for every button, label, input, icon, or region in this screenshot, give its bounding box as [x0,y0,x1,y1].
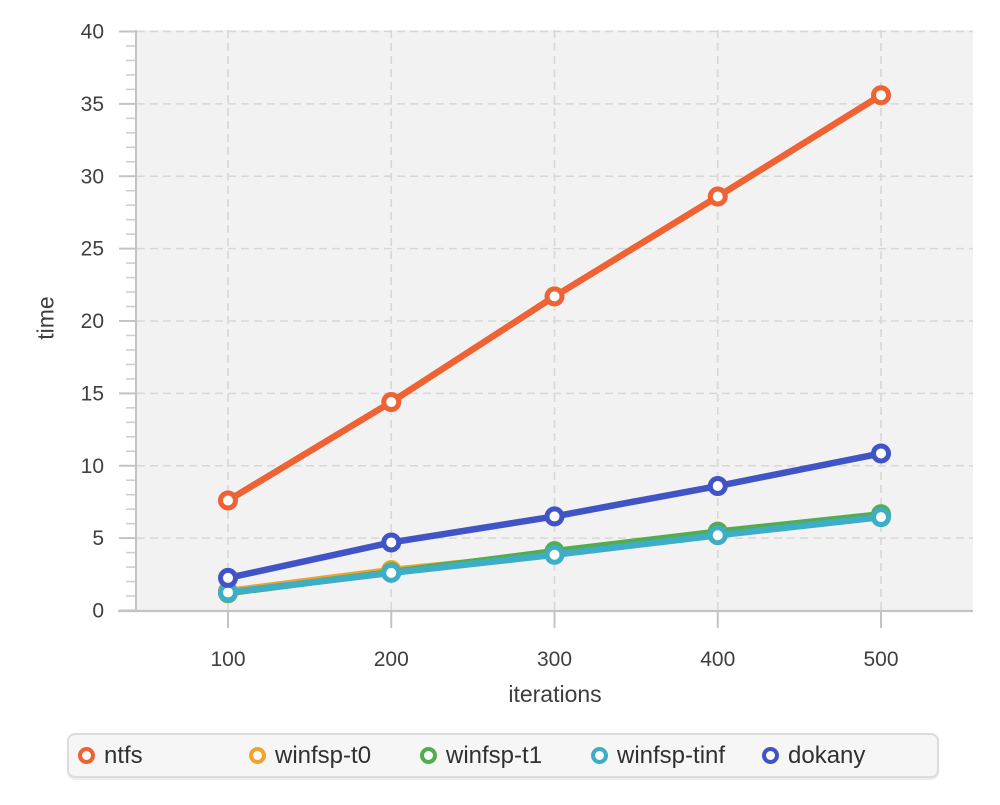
svg-text:40: 40 [81,21,104,44]
legend-label-dokany: dokany [788,741,866,769]
legend-label-ntfs: ntfs [104,741,143,769]
legend-item-ntfs[interactable]: ntfs [78,741,249,769]
legend: ntfs winfsp-t0 winfsp-t1 winfsp-tinf dok… [67,733,939,778]
svg-text:0: 0 [92,600,104,623]
svg-text:10: 10 [81,455,104,478]
svg-text:500: 500 [863,648,898,671]
legend-item-winfsp-t1[interactable]: winfsp-t1 [420,741,591,769]
svg-text:15: 15 [81,382,104,405]
y-axis-title: time [32,296,59,340]
svg-text:35: 35 [81,93,104,116]
svg-text:300: 300 [537,648,572,671]
winfsp-t0-marker-icon [249,747,266,764]
legend-label-winfsp-t1: winfsp-t1 [446,741,543,769]
svg-text:30: 30 [81,165,104,188]
legend-item-dokany[interactable]: dokany [762,741,866,769]
legend-label-winfsp-t0: winfsp-t0 [275,741,372,769]
svg-text:100: 100 [210,648,245,671]
winfsp-t1-marker-icon [420,747,437,764]
svg-text:20: 20 [81,310,104,333]
ntfs-marker-icon [78,747,95,764]
svg-text:200: 200 [374,648,409,671]
svg-text:25: 25 [81,238,104,261]
legend-item-winfsp-t0[interactable]: winfsp-t0 [249,741,420,769]
svg-text:5: 5 [92,527,104,550]
legend-item-winfsp-tinf[interactable]: winfsp-tinf [591,741,762,769]
dokany-marker-icon [762,747,779,764]
legend-label-winfsp-tinf: winfsp-tinf [617,741,726,769]
winfsp-tinf-marker-icon [591,747,608,764]
svg-text:400: 400 [700,648,735,671]
x-axis-title: iterations [508,681,602,707]
